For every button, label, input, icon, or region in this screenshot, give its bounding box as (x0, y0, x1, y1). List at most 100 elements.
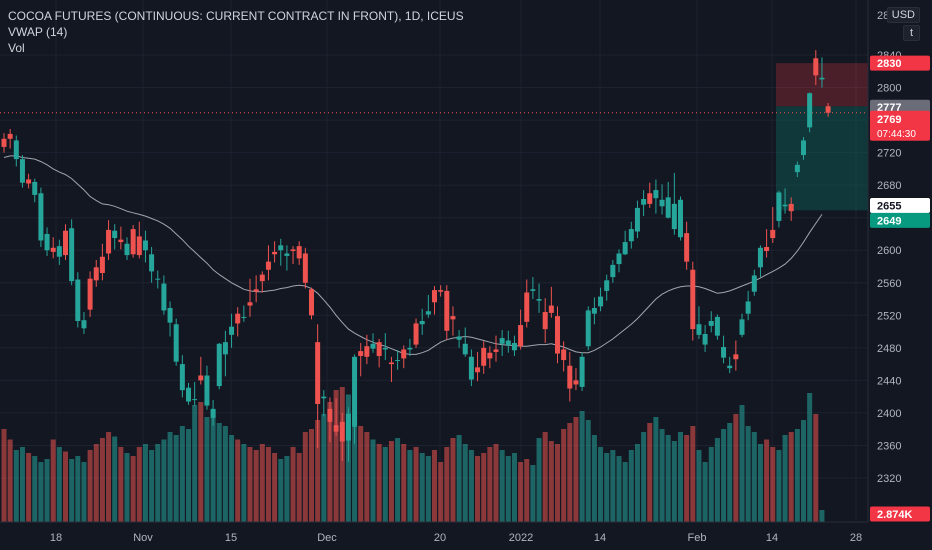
candle (241, 305, 247, 322)
candle-body (364, 346, 370, 357)
price-tick-label: 2720 (877, 148, 901, 160)
candle (530, 277, 536, 300)
candle (339, 412, 345, 461)
candle (63, 224, 68, 260)
volume-bar (505, 456, 511, 522)
candle (794, 161, 800, 178)
candle-body (757, 247, 763, 268)
candle (770, 207, 776, 243)
volume-bar (567, 423, 573, 522)
volume-bar (757, 444, 763, 522)
candle (641, 190, 647, 217)
candle-body (419, 321, 425, 325)
candle-body (401, 349, 407, 359)
volume-bar (782, 435, 788, 522)
volume-bar (678, 432, 683, 522)
candle (401, 345, 407, 369)
volume-bar (210, 409, 216, 522)
candle (75, 272, 81, 328)
candle (659, 184, 665, 215)
candle-body (776, 192, 782, 221)
candle-body (542, 312, 548, 330)
candle-body (352, 356, 358, 427)
volume-bar (388, 441, 394, 522)
candle (1, 133, 7, 153)
volume-bar (13, 450, 19, 522)
candle-body (216, 343, 222, 387)
volume-bar (585, 420, 591, 522)
candle-body (19, 159, 25, 183)
volume-bar (370, 439, 376, 522)
candle (714, 314, 720, 340)
vwap-indicator-label[interactable]: VWAP (14) (8, 25, 68, 39)
candle (26, 173, 32, 189)
candle-body (770, 229, 776, 239)
candle-body (567, 365, 573, 389)
currency-button[interactable]: USD (886, 7, 920, 23)
volume-bar (161, 439, 167, 522)
candle-body (186, 387, 191, 402)
candle-body (548, 305, 554, 313)
candle-body (253, 289, 259, 292)
candle-body (130, 229, 136, 255)
volume-bar (641, 432, 647, 522)
candle (505, 330, 511, 353)
volume-bar (788, 432, 794, 522)
candle-body (370, 343, 376, 349)
candle (751, 269, 757, 296)
candle-body (807, 93, 813, 128)
candle (462, 327, 468, 357)
volume-bar (438, 462, 444, 522)
time-scale-bg (0, 522, 932, 550)
candle (825, 102, 831, 117)
candle (222, 330, 228, 377)
volume-bar (671, 441, 677, 522)
candle-body (432, 290, 437, 303)
candle-body (235, 313, 241, 324)
candle (327, 397, 333, 443)
candle (727, 356, 733, 374)
candle (93, 259, 99, 287)
candle-body (198, 375, 204, 381)
candle-body (173, 324, 179, 362)
candle-body (481, 347, 487, 366)
candle-body (124, 243, 130, 256)
candle-body (358, 351, 364, 356)
volume-bar (721, 429, 727, 522)
volume-bar (99, 438, 105, 522)
candle-body (727, 365, 733, 369)
scale-toggle-button[interactable]: t (902, 25, 920, 41)
volume-bar (44, 459, 50, 522)
volume-bar (739, 405, 745, 522)
candle-body (63, 230, 68, 256)
time-tick-label: 2022 (509, 532, 533, 544)
candle-body (647, 193, 653, 204)
volume-bar (733, 414, 739, 522)
candle (622, 230, 628, 256)
volume-bar (628, 450, 634, 522)
candle-body (241, 316, 247, 318)
candle (81, 312, 87, 335)
volume-bar (468, 450, 474, 522)
candle (179, 355, 185, 398)
candle (481, 341, 487, 374)
volume-bar (450, 438, 456, 522)
candle (475, 351, 481, 382)
volume-bar (807, 393, 813, 522)
volume-bar (518, 462, 524, 522)
candle-body (376, 342, 382, 356)
candle (591, 297, 597, 325)
candle (585, 306, 591, 351)
candle-body (579, 356, 585, 387)
volume-bar (622, 462, 628, 522)
candle-body (555, 316, 560, 354)
candle-body (382, 347, 388, 350)
candle-body (456, 336, 462, 340)
volume-indicator-label[interactable]: Vol (8, 41, 25, 55)
volume-bar (87, 450, 93, 522)
volume-bar (598, 447, 604, 522)
time-tick-label: 15 (225, 532, 237, 544)
candle (561, 341, 567, 372)
symbol-title[interactable]: COCOA FUTURES (CONTINUOUS: CURRENT CONTR… (8, 9, 464, 23)
